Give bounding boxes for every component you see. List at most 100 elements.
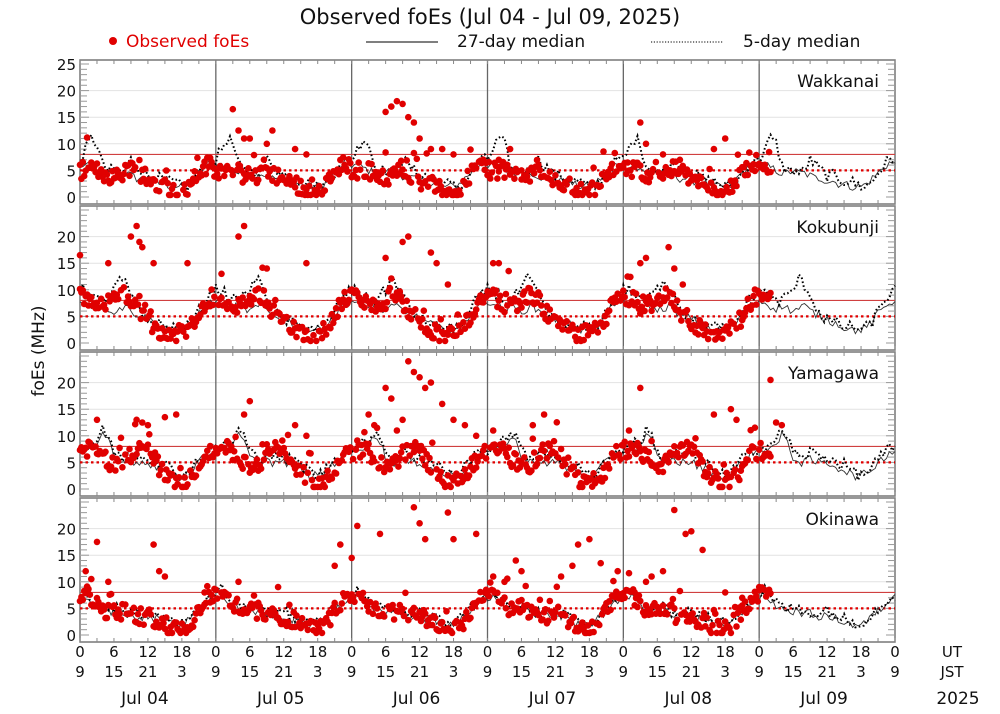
- observed-point: [206, 442, 214, 450]
- observed-point: [304, 469, 312, 477]
- x-tick-ut: 0: [483, 643, 493, 661]
- observed-point: [134, 610, 142, 618]
- observed-point: [307, 450, 314, 457]
- observed-point: [155, 187, 163, 195]
- observed-point: [79, 158, 87, 166]
- observed-point: [540, 310, 548, 318]
- observed-point: [396, 455, 404, 462]
- panel-kokubunji: 0 5 10 15 20 Kokubunji: [57, 205, 896, 353]
- observed-point: [371, 457, 378, 465]
- observed-point: [590, 470, 597, 477]
- observed-point: [116, 444, 123, 452]
- observed-point: [570, 613, 578, 621]
- observed-point: [305, 182, 313, 190]
- observed-point: [744, 171, 752, 179]
- panels: 0 5 10 15 20 25 Wakkanai 0 5 10 15 20 Kokubunji 0 5 10 1…: [57, 56, 896, 645]
- observed-point: [765, 148, 773, 156]
- observed-point: [450, 151, 457, 158]
- observed-point: [734, 151, 742, 158]
- observed-point: [613, 442, 620, 450]
- observed-point: [645, 448, 653, 456]
- y-tick-label: 20: [57, 521, 76, 539]
- observed-point: [673, 616, 681, 624]
- observed-point: [690, 443, 698, 451]
- x-tick-ut: 18: [716, 643, 735, 661]
- y-tick-label: 0: [66, 627, 76, 645]
- observed-point: [240, 222, 248, 230]
- x-tick-jst: 3: [449, 663, 459, 681]
- observed-point: [714, 475, 722, 482]
- y-tick-label: 5: [66, 308, 76, 326]
- observed-point: [552, 609, 559, 616]
- observed-point: [751, 424, 759, 432]
- observed-point: [586, 191, 593, 199]
- observed-point: [546, 442, 554, 450]
- observed-point: [607, 606, 614, 614]
- observed-point: [521, 454, 528, 461]
- observed-point: [450, 535, 457, 543]
- x-tick-jst: 9: [619, 663, 629, 681]
- observed-point: [178, 323, 186, 330]
- observed-point: [624, 159, 631, 166]
- observed-point: [399, 605, 406, 613]
- observed-point: [388, 395, 395, 402]
- legend-observed-label: Observed foEs: [126, 32, 249, 52]
- observed-point: [269, 127, 276, 134]
- observed-point: [603, 320, 610, 328]
- observed-point: [767, 168, 774, 176]
- y-tick-label: 15: [57, 109, 76, 127]
- observed-point: [683, 306, 691, 314]
- observed-point: [546, 306, 554, 313]
- observed-point: [201, 589, 208, 596]
- observed-point: [563, 471, 570, 478]
- observed-point: [467, 614, 474, 622]
- observed-point: [580, 336, 587, 344]
- observed-point: [416, 520, 423, 527]
- observed-point: [610, 577, 617, 585]
- observed-point: [491, 441, 498, 448]
- observed-point: [436, 177, 443, 185]
- observed-point: [563, 181, 570, 188]
- observed-point: [731, 177, 739, 184]
- observed-point: [419, 315, 426, 323]
- observed-point: [308, 176, 316, 183]
- x-tick-ut: 18: [308, 643, 327, 661]
- observed-point: [485, 158, 493, 166]
- observed-point: [579, 619, 586, 626]
- observed-point: [399, 100, 406, 108]
- day-label: Jul 07: [528, 689, 577, 709]
- observed-point: [246, 135, 254, 142]
- x-tick-ut: 12: [818, 643, 837, 661]
- observed-point: [260, 156, 268, 163]
- observed-point: [447, 483, 455, 491]
- y-tick-label: 10: [57, 136, 76, 154]
- observed-point: [347, 444, 354, 451]
- observed-point: [177, 464, 184, 472]
- observed-point: [181, 474, 188, 481]
- observed-point: [211, 293, 218, 301]
- observed-point: [481, 166, 489, 174]
- observed-point: [192, 472, 200, 480]
- observed-point: [382, 384, 389, 392]
- x-tick-ut: 0: [211, 643, 221, 661]
- observed-point: [376, 530, 384, 538]
- observed-point: [461, 466, 469, 473]
- observed-point: [601, 474, 609, 482]
- y-tick-label: 25: [57, 56, 76, 74]
- observed-point: [444, 509, 452, 516]
- observed-point: [337, 541, 344, 548]
- observed-point: [505, 444, 512, 452]
- observed-point: [563, 318, 570, 325]
- observed-point: [430, 335, 438, 342]
- observed-point: [726, 330, 733, 337]
- observed-point: [208, 158, 215, 166]
- observed-point: [83, 453, 91, 460]
- observed-point: [441, 337, 449, 345]
- observed-point: [502, 604, 510, 612]
- observed-point: [465, 180, 473, 187]
- observed-point: [150, 541, 157, 548]
- observed-point: [530, 449, 538, 456]
- observed-point: [382, 149, 389, 156]
- observed-point: [665, 458, 672, 466]
- observed-point: [83, 134, 91, 141]
